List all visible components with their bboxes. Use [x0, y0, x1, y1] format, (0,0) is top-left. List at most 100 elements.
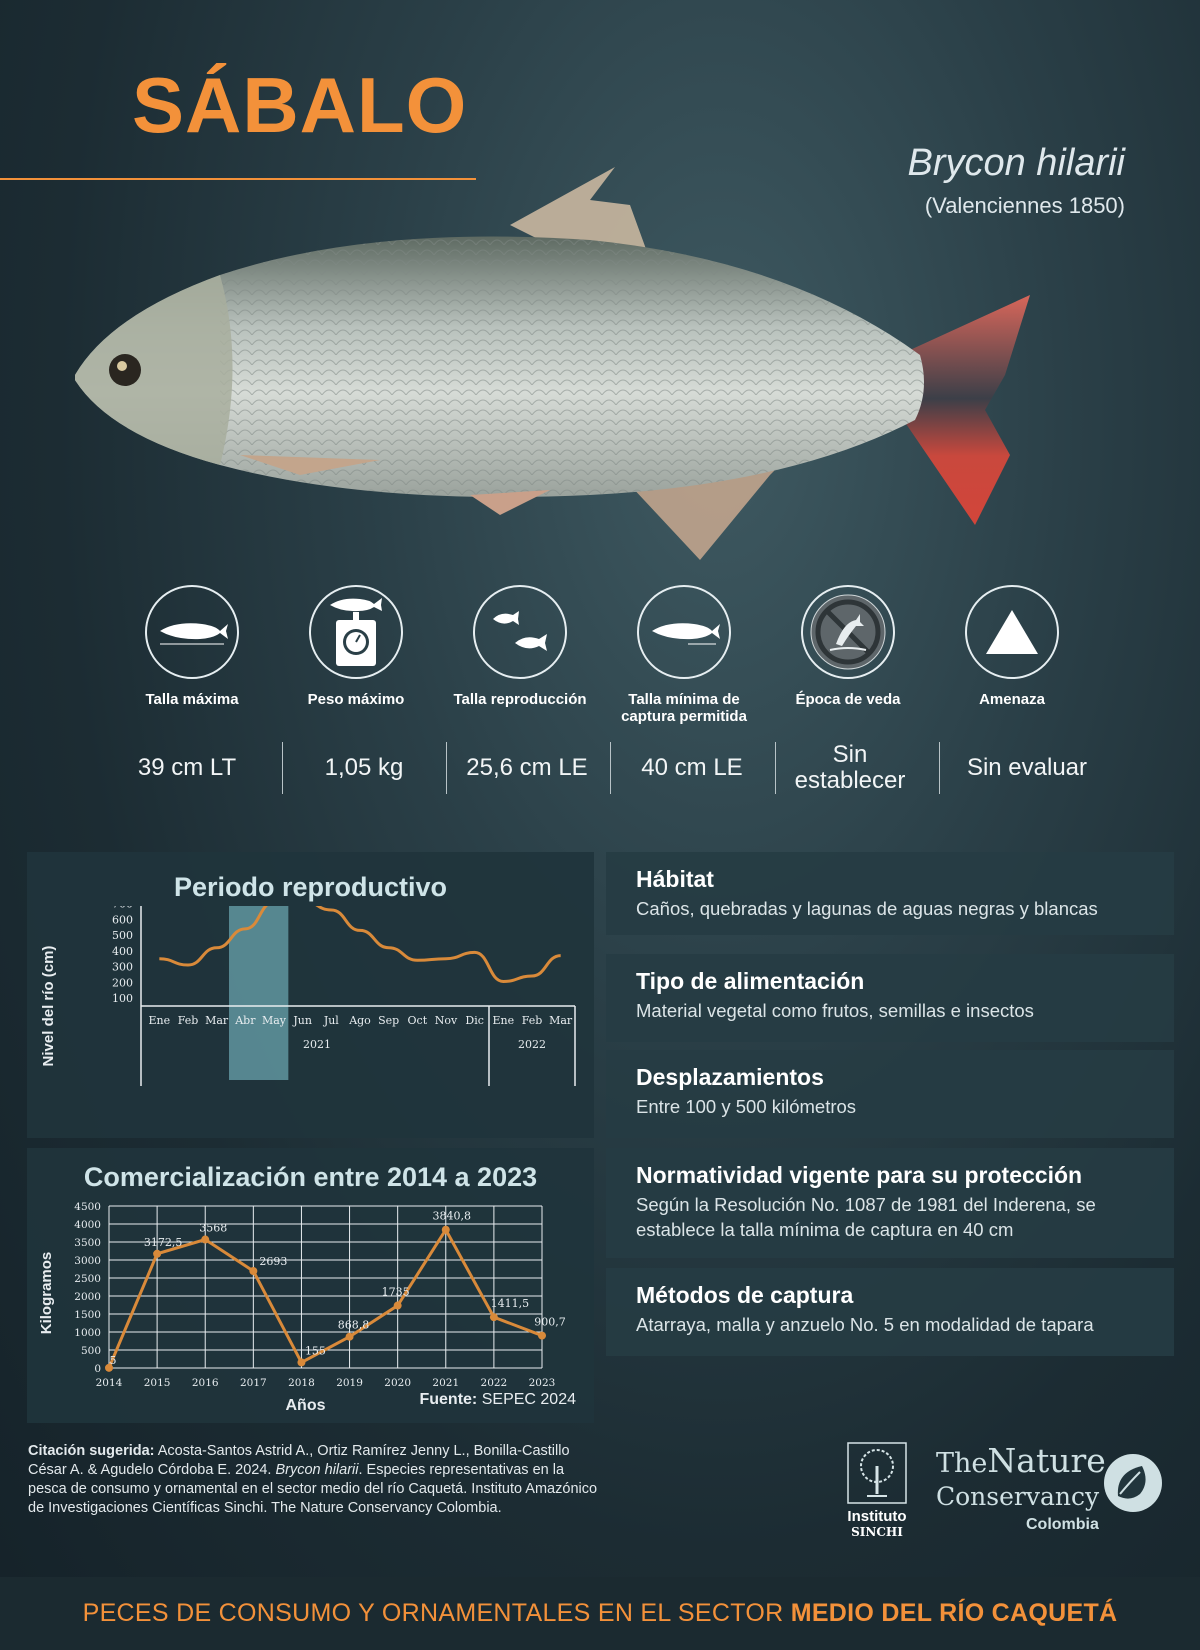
y-tick-label: 500 — [81, 1345, 101, 1357]
tnc-country: Colombia — [1026, 1516, 1099, 1533]
y-tick-label: 200 — [112, 976, 133, 989]
data-label: 2693 — [259, 1255, 287, 1268]
attribute-values: 39 cm LT 1,05 kg 25,6 cm LE 40 cm LE Sin… — [105, 740, 1105, 796]
y-tick-label: 500 — [112, 929, 133, 942]
data-point — [489, 1313, 498, 1322]
x-tick-label: Mar — [549, 1014, 573, 1027]
info-text: Según la Resolución No. 1087 de 1981 del… — [636, 1194, 1096, 1240]
source-value: SEPEC 2024 — [481, 1391, 576, 1408]
year-label: 2021 — [303, 1038, 331, 1051]
scientific-name: Brycon hilarii — [907, 142, 1125, 184]
info-title: Desplazamientos — [636, 1064, 824, 1090]
data-point — [345, 1332, 354, 1341]
x-tick-label: Dic — [465, 1014, 484, 1027]
icon-label: Talla reproducción — [453, 691, 587, 708]
y-tick-label: 700 — [112, 906, 133, 911]
sinchi-line2: SINCHI — [851, 1525, 903, 1539]
data-point — [297, 1358, 306, 1367]
y-tick-label: 3500 — [74, 1237, 101, 1249]
tnc-the: The — [936, 1448, 988, 1479]
footer-highlight: MEDIO DEL RÍO CAQUETÁ — [790, 1599, 1118, 1627]
data-label: 900,7 — [534, 1316, 566, 1329]
citation: Citación sugerida: Acosta-Santos Astrid … — [28, 1442, 598, 1518]
x-tick-label: 2019 — [336, 1377, 363, 1389]
icon-col-epoca-veda: Época de veda — [766, 585, 930, 708]
x-tick-label: 2018 — [288, 1377, 315, 1389]
y-tick-label: 2000 — [74, 1291, 101, 1303]
data-point — [153, 1249, 162, 1258]
page-title: SÁBALO — [132, 61, 468, 149]
tnc-conservancy: Conservancy — [936, 1482, 1100, 1511]
info-desplazamientos: Desplazamientos Entre 100 y 500 kilómetr… — [606, 1050, 1174, 1138]
value-divider — [282, 742, 283, 794]
x-tick-label: Feb — [178, 1014, 199, 1027]
info-text: Atarraya, malla y anzuelo No. 5 en modal… — [636, 1314, 1094, 1335]
y-tick-label: 1500 — [74, 1309, 101, 1321]
info-text: Entre 100 y 500 kilómetros — [636, 1096, 857, 1117]
sinchi-line1: Instituto — [847, 1508, 907, 1525]
value-divider — [446, 742, 447, 794]
x-tick-label: 2016 — [192, 1377, 219, 1389]
fish-length-icon — [145, 585, 239, 679]
tnc-nature: Nature — [987, 1441, 1106, 1480]
value-talla-reproduccion: 25,6 cm LE — [466, 754, 588, 781]
value-epoca-veda: Sin establecer — [794, 741, 906, 794]
commerce-chart-title: Comercialización entre 2014 a 2023 — [83, 1162, 538, 1192]
icon-col-amenaza: Amenaza — [930, 585, 1094, 708]
data-label: 1411,5 — [491, 1297, 530, 1310]
data-label: 155 — [305, 1344, 326, 1357]
x-axis-label: Años — [286, 1397, 326, 1414]
info-text: Caños, quebradas y lagunas de aguas negr… — [636, 898, 1098, 919]
value-divider — [610, 742, 611, 794]
x-tick-label: May — [262, 1014, 287, 1027]
y-tick-label: 1000 — [74, 1327, 101, 1339]
two-fish-icon — [473, 585, 567, 679]
value-amenaza: Sin evaluar — [966, 754, 1088, 781]
repro-chart-panel: Periodo reproductivo Nivel del río (cm) 1… — [27, 852, 594, 1138]
data-label: 3172,5 — [144, 1236, 183, 1249]
icon-label: Talla máxima — [145, 691, 239, 708]
fish-illustration — [75, 167, 1030, 560]
citation-text-2: . Especies representativas en la pesca d… — [28, 1462, 598, 1516]
x-tick-label: 2014 — [96, 1377, 123, 1389]
repro-chart-title: Periodo reproductivo — [173, 872, 448, 902]
highlight-band — [229, 906, 289, 1080]
y-tick-label: 4000 — [74, 1219, 101, 1231]
source-note: Fuente: SEPEC 2024 — [419, 1391, 576, 1409]
commerce-line — [107, 1226, 543, 1369]
y-axis-label: Kilogramos — [38, 1252, 55, 1335]
icon-label: Amenaza — [979, 691, 1045, 708]
tnc-logo: TheNature Conservancy Colombia — [934, 1444, 1174, 1536]
icon-col-peso-maximo: Peso máximo — [274, 585, 438, 708]
info-title: Tipo de alimentación — [636, 968, 865, 994]
x-tick-label: Nov — [435, 1014, 458, 1027]
y-tick-label: 100 — [112, 992, 133, 1005]
info-habitat: Hábitat Caños, quebradas y lagunas de ag… — [606, 852, 1174, 935]
sinchi-logo: Instituto SINCHI — [842, 1442, 912, 1539]
x-tick-label: Ene — [493, 1014, 515, 1027]
y-tick-label: 0 — [94, 1363, 101, 1375]
tnc-leaf-icon — [1104, 1454, 1162, 1512]
x-tick-label: 2020 — [384, 1377, 411, 1389]
icon-col-talla-reproduccion: Talla reproducción — [438, 585, 602, 708]
value-talla-maxima: 39 cm LT — [137, 754, 237, 781]
info-metodos: Métodos de captura Atarraya, malla y anz… — [606, 1268, 1174, 1356]
icon-label: Talla mínima de captura permitida — [621, 691, 747, 725]
data-point — [201, 1235, 210, 1244]
x-tick-label: 2022 — [481, 1377, 508, 1389]
y-tick-label: 600 — [112, 913, 133, 926]
info-title: Hábitat — [636, 866, 714, 892]
commerce-chart: 0 500 1000 1500 2000 2500 3000 3500 4000 4500 2014… — [38, 1201, 566, 1414]
value-divider — [775, 742, 776, 794]
y-tick-label: 2500 — [74, 1273, 101, 1285]
no-fishing-icon — [801, 585, 895, 679]
data-label: 1735 — [382, 1286, 410, 1299]
y-tick-label: 3000 — [74, 1255, 101, 1267]
x-tick-label: Feb — [522, 1014, 543, 1027]
x-tick-label: Abr — [234, 1014, 256, 1027]
sinchi-tree-icon — [847, 1442, 907, 1504]
source-label: Fuente: — [419, 1391, 478, 1408]
x-tick-label: 2017 — [240, 1377, 267, 1389]
value-peso-maximo: 1,05 kg — [324, 754, 404, 781]
footer-text: PECES DE CONSUMO Y ORNAMENTALES EN EL SE… — [82, 1599, 784, 1627]
